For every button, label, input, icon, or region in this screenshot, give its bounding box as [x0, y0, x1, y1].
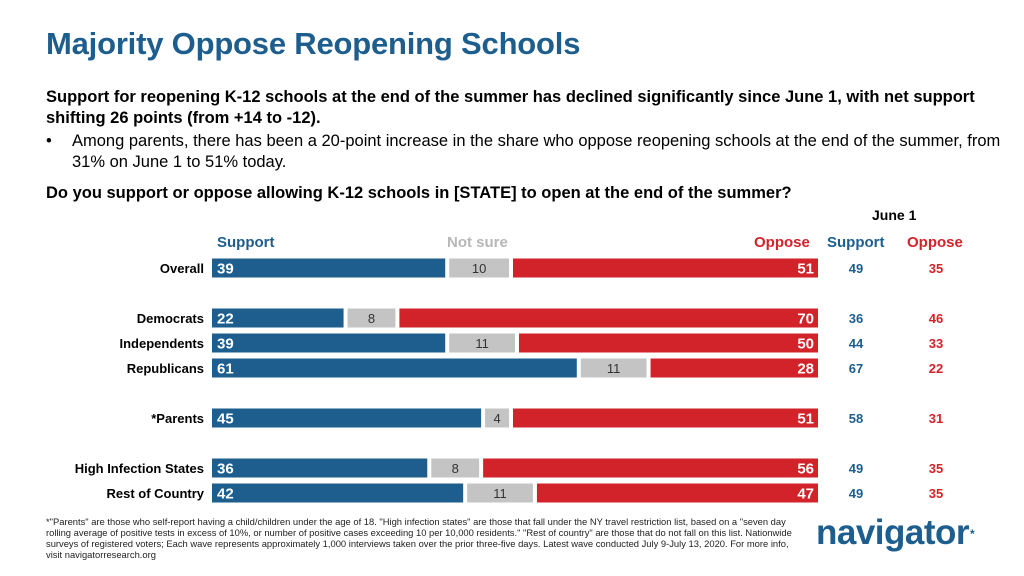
june1-support-overall: 49: [849, 261, 863, 276]
value-support-high-infection-states: 36: [217, 461, 234, 478]
value-not-sure-independents: 11: [475, 336, 489, 351]
bar-support-high-infection-states: [212, 458, 428, 478]
bar-not-sure-democrats: [347, 308, 396, 328]
value-not-sure-rest-of-country: 11: [493, 486, 507, 501]
survey-question: Do you support or oppose allowing K-12 s…: [46, 184, 792, 202]
june1-oppose-overall: 35: [929, 261, 943, 276]
june1-support-republicans: 67: [849, 361, 863, 376]
category-label-independents: Independents: [119, 336, 204, 351]
value-oppose-rest-of-country: 47: [797, 486, 814, 503]
june1-oppose-republicans: 22: [929, 361, 943, 376]
june1-oppose-parents: 31: [929, 411, 943, 426]
category-label-high-infection-states: High Infection States: [75, 461, 204, 476]
value-oppose-high-infection-states: 56: [797, 461, 814, 478]
bar-not-sure-independents: [449, 333, 515, 353]
june1-oppose-high-infection-states: 35: [929, 461, 943, 476]
june1-support-independents: 44: [849, 336, 864, 351]
value-oppose-parents: 51: [797, 411, 814, 428]
june1-header: June 1: [872, 207, 917, 223]
bar-oppose-democrats: [399, 308, 818, 328]
bar-not-sure-rest-of-country: [467, 483, 533, 503]
value-support-democrats: 22: [217, 311, 234, 328]
legend-support: Support: [217, 234, 275, 251]
value-oppose-republicans: 28: [797, 361, 814, 378]
bar-not-sure-parents: [485, 408, 510, 428]
june1-oppose-independents: 33: [929, 336, 943, 351]
legend-not-sure: Not sure: [447, 234, 508, 251]
bullet-text: Among parents, there has been a 20-point…: [72, 132, 1001, 171]
legend-oppose: Oppose: [754, 234, 810, 251]
june1-support-parents: 58: [849, 411, 863, 426]
june1-support-democrats: 36: [849, 311, 863, 326]
bar-not-sure-overall: [449, 258, 510, 278]
bar-oppose-republicans: [650, 358, 818, 378]
lead-text: Support for reopening K-12 schools at th…: [46, 88, 975, 127]
bar-support-rest-of-country: [212, 483, 464, 503]
category-label-republicans: Republicans: [127, 361, 204, 376]
category-label-parents: *Parents: [151, 411, 204, 426]
june1-oppose-header: Oppose: [907, 234, 963, 251]
june1-oppose-democrats: 46: [929, 311, 943, 326]
value-support-overall: 39: [217, 261, 234, 278]
bar-oppose-independents: [519, 333, 818, 353]
bar-not-sure-republicans: [580, 358, 647, 378]
bullet-glyph: •: [46, 132, 52, 150]
value-support-rest-of-country: 42: [217, 486, 234, 503]
value-not-sure-republicans: 11: [607, 361, 621, 376]
footnote: *"Parents" are those who self-report hav…: [46, 516, 792, 560]
category-label-democrats: Democrats: [137, 311, 204, 326]
june1-support-rest-of-country: 49: [849, 486, 863, 501]
june1-support-high-infection-states: 49: [849, 461, 863, 476]
bar-oppose-rest-of-country: [536, 483, 818, 503]
bar-support-overall: [212, 258, 446, 278]
bar-support-republicans: [212, 358, 577, 378]
value-not-sure-parents: 4: [493, 411, 500, 426]
value-support-republicans: 61: [217, 361, 234, 378]
bar-oppose-high-infection-states: [483, 458, 818, 478]
page-title: Majority Oppose Reopening Schools: [46, 26, 581, 61]
bullet-point: • Among parents, there has been a 20-poi…: [46, 131, 1006, 173]
bar-oppose-overall: [513, 258, 818, 278]
june1-support-header: Support: [827, 234, 885, 251]
value-support-independents: 39: [217, 336, 234, 353]
logo-text: navigator: [816, 513, 970, 552]
category-label-rest-of-country: Rest of Country: [107, 486, 205, 501]
bar-support-independents: [212, 333, 446, 353]
bar-oppose-parents: [513, 408, 818, 428]
navigator-logo: navigator*: [816, 513, 975, 553]
bar-not-sure-high-infection-states: [431, 458, 480, 478]
value-oppose-independents: 50: [797, 336, 814, 353]
value-oppose-overall: 51: [797, 261, 814, 278]
bar-support-parents: [212, 408, 482, 428]
bar-support-democrats: [212, 308, 344, 328]
value-not-sure-democrats: 8: [368, 311, 375, 326]
value-not-sure-overall: 10: [472, 261, 486, 276]
value-not-sure-high-infection-states: 8: [452, 461, 459, 476]
category-label-overall: Overall: [160, 261, 204, 276]
logo-star-icon: *: [970, 527, 975, 541]
value-oppose-democrats: 70: [797, 311, 814, 328]
june1-oppose-rest-of-country: 35: [929, 486, 943, 501]
value-support-parents: 45: [217, 411, 234, 428]
